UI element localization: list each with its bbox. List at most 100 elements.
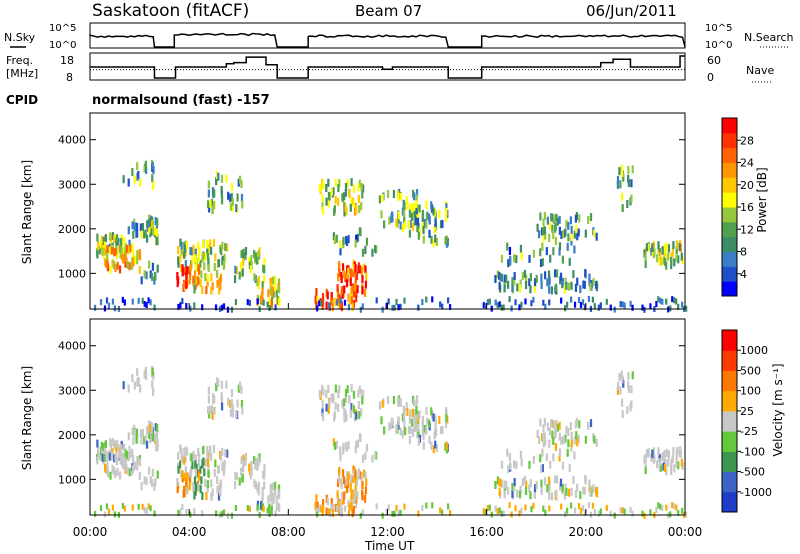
velocity-cell bbox=[587, 421, 590, 430]
power-cell bbox=[581, 299, 585, 306]
power-cell bbox=[387, 298, 390, 305]
power-cell bbox=[496, 270, 499, 279]
power-cell bbox=[365, 272, 368, 281]
velocity-cell bbox=[226, 512, 230, 519]
power-cell bbox=[577, 228, 580, 237]
velocity-cell bbox=[558, 448, 562, 457]
velocity-cell bbox=[426, 417, 429, 426]
power-cell bbox=[647, 243, 650, 252]
power-cell bbox=[315, 288, 318, 297]
velocity-cell bbox=[528, 484, 531, 493]
velocity-cell bbox=[416, 423, 420, 432]
velocity-cell bbox=[338, 385, 341, 394]
velocity-cell bbox=[257, 481, 261, 490]
velocity-cell bbox=[359, 512, 362, 519]
velocity-cell bbox=[403, 503, 406, 510]
power-cell bbox=[248, 299, 251, 306]
power-cell bbox=[125, 244, 129, 253]
velocity-cell bbox=[250, 460, 253, 469]
velocity-cell bbox=[181, 504, 184, 511]
power-cell bbox=[221, 255, 224, 264]
power-cell bbox=[356, 233, 360, 242]
power-cell bbox=[411, 202, 414, 211]
velocity-cell bbox=[591, 502, 595, 509]
velocity-cell bbox=[194, 469, 198, 478]
velocity-cell bbox=[345, 485, 349, 494]
power-cell bbox=[499, 272, 502, 281]
power-cell bbox=[344, 182, 348, 191]
velocity-cell bbox=[548, 483, 551, 492]
power-cell bbox=[193, 302, 196, 309]
power-cell bbox=[121, 296, 124, 303]
power-cell bbox=[110, 246, 113, 255]
velocity-cell bbox=[241, 474, 244, 483]
velocity-cell bbox=[326, 497, 329, 506]
power-cell bbox=[353, 288, 356, 297]
power-cell bbox=[484, 303, 487, 310]
x-tick-label: 08:00 bbox=[271, 525, 306, 539]
velocity-cell bbox=[413, 398, 416, 407]
power-cell bbox=[146, 220, 149, 229]
velocity-cell bbox=[350, 491, 353, 500]
power-cell bbox=[203, 262, 206, 271]
velocity-cell bbox=[125, 450, 129, 459]
power-cell bbox=[659, 252, 662, 261]
velocity-cell bbox=[570, 443, 573, 452]
power-cell bbox=[536, 223, 539, 232]
power-cell bbox=[445, 203, 448, 212]
velocity-cell bbox=[187, 472, 190, 481]
power-cell bbox=[337, 273, 340, 282]
velocity-cell bbox=[428, 419, 431, 428]
power-cell bbox=[198, 246, 201, 255]
velocity-cell bbox=[270, 506, 273, 515]
power-cell bbox=[336, 284, 339, 293]
power-cell bbox=[212, 238, 216, 247]
velocity-cell bbox=[665, 504, 668, 511]
power-cell bbox=[409, 203, 412, 212]
power-cell bbox=[278, 297, 281, 306]
power-cell bbox=[127, 226, 130, 235]
power-cell bbox=[151, 174, 154, 183]
power-cell bbox=[418, 204, 421, 213]
velocity-cell bbox=[103, 511, 107, 518]
velocity-cell bbox=[347, 441, 350, 450]
power-cell bbox=[201, 285, 204, 294]
velocity-cell bbox=[153, 482, 156, 491]
power-cell bbox=[655, 301, 658, 308]
velocity-cell bbox=[335, 505, 339, 512]
velocity-cell bbox=[115, 440, 119, 449]
power-cell bbox=[220, 186, 223, 195]
power-cell bbox=[574, 214, 578, 223]
power-cell bbox=[533, 278, 537, 287]
velocity-cell bbox=[548, 427, 552, 436]
power-cell bbox=[665, 242, 669, 251]
velocity-cell bbox=[592, 484, 595, 493]
power-cell bbox=[541, 227, 545, 236]
velocity-cell bbox=[331, 509, 334, 518]
power-cell bbox=[318, 300, 321, 307]
velocity-cell bbox=[108, 452, 112, 461]
power-cell bbox=[139, 223, 143, 232]
power-cell bbox=[148, 225, 151, 234]
power-cell bbox=[338, 268, 341, 277]
velocity-cell bbox=[659, 458, 662, 467]
power-cell bbox=[135, 229, 138, 238]
velocity-cell bbox=[230, 388, 234, 397]
velocity-cell bbox=[414, 422, 417, 431]
power-cell bbox=[417, 304, 420, 311]
velocity-cell bbox=[626, 406, 629, 415]
velocity-cell bbox=[339, 505, 342, 514]
power-cell bbox=[553, 269, 557, 278]
power-cell bbox=[561, 255, 565, 264]
velocity-cell bbox=[133, 381, 136, 390]
velocity-cell bbox=[399, 427, 402, 436]
power-cell bbox=[150, 220, 153, 229]
velocity-cell bbox=[574, 489, 578, 498]
power-cell bbox=[106, 253, 109, 262]
power-cell bbox=[261, 281, 264, 290]
power-cell bbox=[403, 215, 406, 224]
power-cell bbox=[155, 222, 159, 231]
power-cell bbox=[375, 297, 378, 304]
y-tick-label: 1000 bbox=[58, 473, 86, 486]
power-cell bbox=[511, 277, 514, 286]
